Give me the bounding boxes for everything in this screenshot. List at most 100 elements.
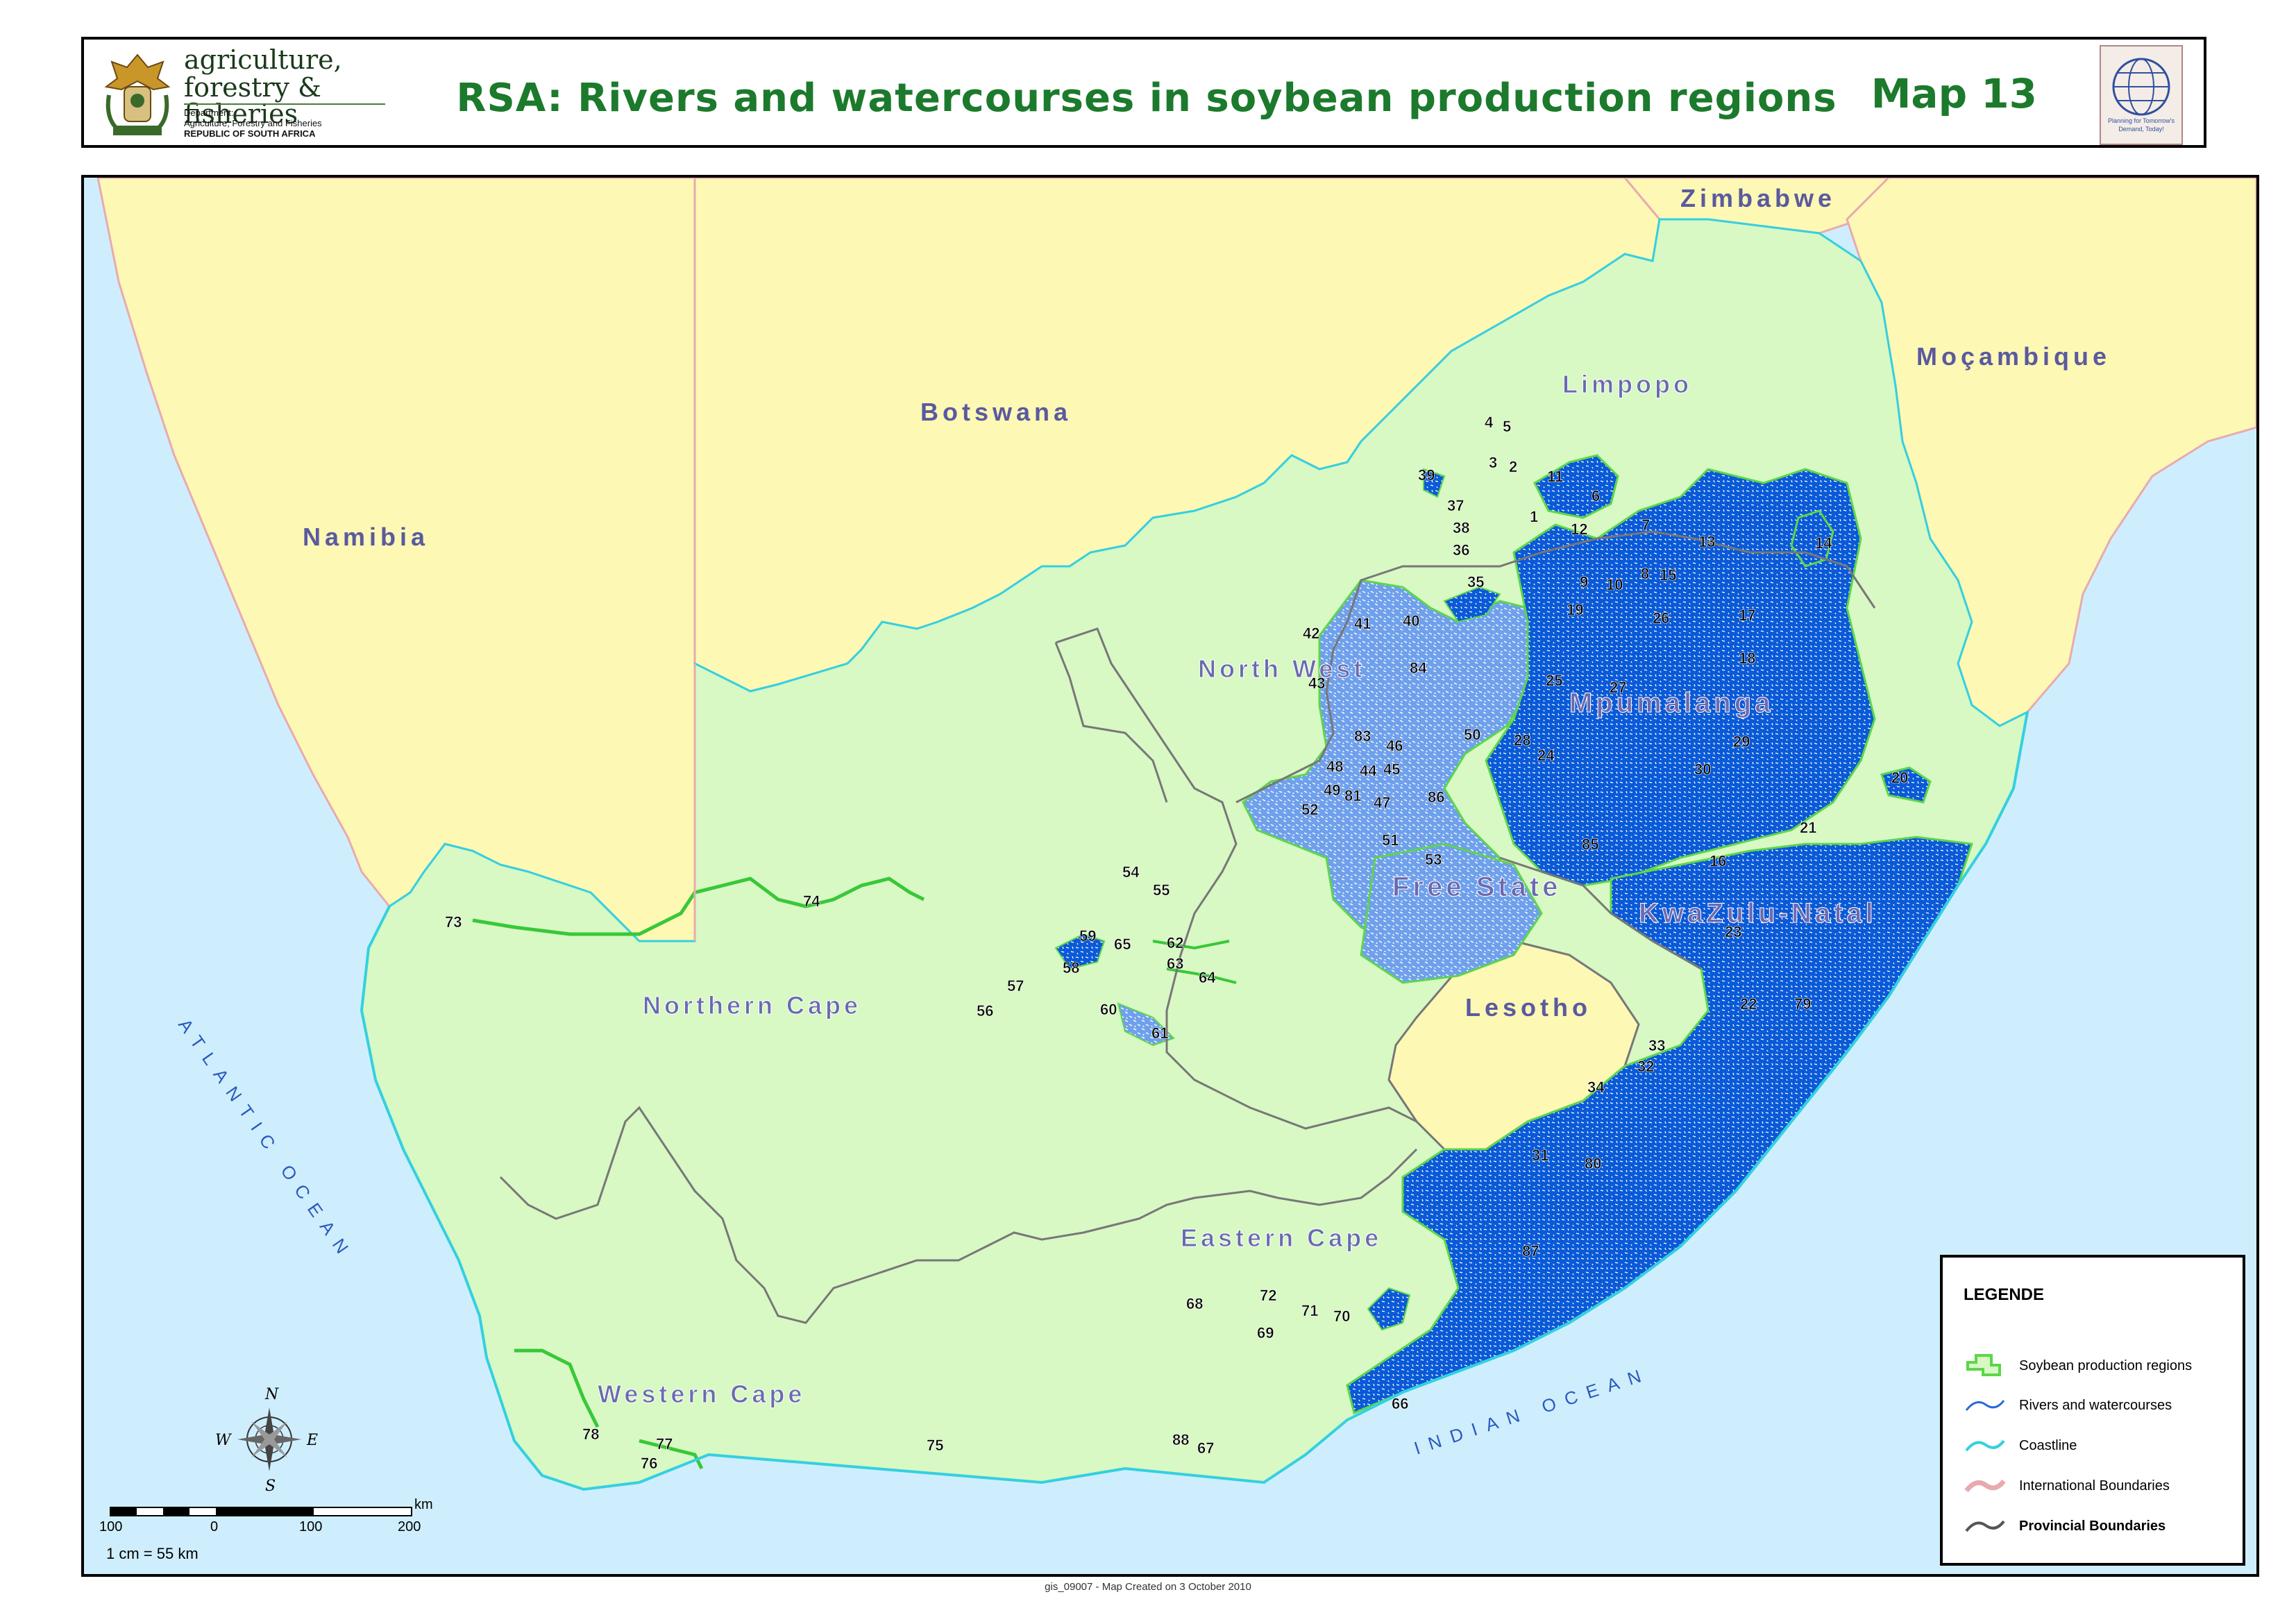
region-number-label: 60 — [1100, 1001, 1117, 1018]
dept-small-1: Department: — [184, 108, 234, 118]
region-number-label: 70 — [1333, 1308, 1350, 1325]
northern-cape-patch-58 — [1054, 933, 1106, 970]
rivers-region-35 — [1443, 586, 1501, 623]
region-number-label: 43 — [1308, 675, 1325, 692]
river-line-symbol-icon — [1965, 1400, 2005, 1411]
soybean-region-symbol-icon — [1966, 1354, 2001, 1376]
rivers-region-kzn — [1346, 836, 1974, 1415]
region-number-label: 36 — [1453, 541, 1469, 559]
region-number-label: 11 — [1547, 468, 1563, 485]
region-number-label: 76 — [641, 1455, 657, 1472]
region-number-label: 44 — [1360, 762, 1377, 779]
region-number-label: 47 — [1374, 794, 1390, 811]
map-canvas: Namibia Botswana Zimbabwe Moçambique Les… — [81, 175, 2259, 1577]
region-number-label: 66 — [1392, 1395, 1408, 1412]
compass-s: S — [265, 1478, 276, 1495]
region-number-label: 61 — [1151, 1024, 1168, 1042]
legend-item-soybean-regions: Soybean production regions — [1964, 1351, 2241, 1379]
region-number-label: 46 — [1386, 737, 1403, 754]
region-number-label: 28 — [1514, 731, 1530, 749]
region-number-label: 83 — [1354, 727, 1371, 745]
coastline-symbol-icon — [1965, 1439, 2005, 1452]
western-cape-river-line — [514, 1348, 600, 1428]
legend: LEGENDE Soybean production regions River… — [1940, 1255, 2245, 1566]
region-number-label: 31 — [1532, 1147, 1548, 1164]
scale-tick-1: 0 — [210, 1519, 218, 1534]
label-north-west: North West — [1198, 654, 1365, 683]
region-number-label: 21 — [1800, 819, 1816, 836]
label-free-state: Free State — [1392, 872, 1561, 902]
region-number-label: 88 — [1172, 1431, 1189, 1448]
northern-cape-line-64 — [1166, 967, 1237, 984]
label-mocambique: Moçambique — [1916, 342, 2111, 371]
region-number-label: 41 — [1354, 615, 1371, 632]
region-number-label: 1 — [1530, 508, 1538, 525]
dept-divider — [184, 103, 385, 105]
region-number-label: 63 — [1167, 955, 1183, 972]
scale-tick-2: 100 — [299, 1519, 322, 1534]
region-number-label: 7 — [1641, 516, 1650, 534]
region-number-label: 59 — [1079, 927, 1096, 945]
region-number-label: 34 — [1587, 1079, 1605, 1096]
region-number-label: 54 — [1122, 863, 1140, 881]
western-cape-river-line-2 — [639, 1439, 704, 1470]
region-number-label: 22 — [1740, 995, 1757, 1013]
legend-item-provincial: Provincial Boundaries — [1964, 1512, 2241, 1539]
legend-item-coastline: Coastline — [1964, 1431, 2241, 1459]
region-number-label: 25 — [1546, 672, 1562, 689]
compass-rose-icon: N S E W — [215, 1386, 318, 1495]
label-limpopo: Limpopo — [1562, 370, 1692, 398]
compass-n: N — [264, 1386, 279, 1403]
region-number-label: 35 — [1467, 573, 1484, 591]
coastline — [360, 711, 2029, 1491]
legend-label-international: International Boundaries — [2019, 1478, 2170, 1494]
dept-name-line2: forestry & fisheries — [184, 72, 321, 129]
region-number-label: 77 — [656, 1435, 673, 1453]
region-number-label: 85 — [1582, 836, 1598, 853]
coat-of-arms-icon — [104, 53, 171, 135]
label-lesotho: Lesotho — [1465, 993, 1592, 1022]
region-number-label: 49 — [1324, 781, 1340, 799]
region-number-label: 45 — [1383, 761, 1400, 778]
region-number-label: 86 — [1428, 788, 1444, 806]
badge-text-1: Planning for Tomorrow's — [2108, 117, 2175, 124]
region-number-label: 72 — [1260, 1287, 1276, 1304]
region-number-label: 5 — [1503, 418, 1511, 435]
region-number-label: 62 — [1167, 934, 1183, 951]
rivers-region-39 — [1423, 468, 1446, 498]
region-number-label: 52 — [1301, 801, 1318, 818]
scale-ratio: 1 cm = 55 km — [106, 1545, 199, 1562]
compass-e: E — [306, 1432, 318, 1449]
region-number-label: 39 — [1418, 466, 1435, 484]
label-namibia: Namibia — [303, 523, 429, 551]
region-number-label: 27 — [1610, 679, 1626, 696]
region-number-label: 4 — [1485, 414, 1494, 431]
region-number-label: 42 — [1303, 625, 1319, 642]
map-title: RSA: Rivers and watercourses in soybean … — [456, 76, 1837, 121]
region-number-label: 68 — [1186, 1295, 1203, 1312]
legend-label-provincial: Provincial Boundaries — [2019, 1519, 2166, 1534]
northern-cape-patch-61 — [1117, 1002, 1175, 1047]
rivers-region-eastern-cape-70 — [1367, 1287, 1411, 1331]
region-number-label: 2 — [1509, 458, 1517, 475]
scale-tick-3: 200 — [398, 1519, 421, 1534]
region-number-label: 50 — [1464, 726, 1480, 743]
rivers-region-limpopo — [1533, 454, 1619, 519]
rivers-region-free-state — [1360, 843, 1543, 984]
scale-unit: km — [414, 1497, 433, 1512]
region-number-label: 24 — [1537, 747, 1555, 764]
region-number-label: 67 — [1197, 1439, 1214, 1457]
region-number-label: 73 — [445, 913, 462, 931]
label-northern-cape: Northern Cape — [643, 991, 861, 1020]
provincial-boundary-symbol-icon — [1965, 1520, 2005, 1532]
region-number-label: 13 — [1698, 533, 1715, 550]
region-number-label: 71 — [1301, 1302, 1318, 1319]
region-number-label: 78 — [582, 1426, 599, 1443]
northern-cape-line-62 — [1152, 940, 1230, 950]
region-number-label: 14 — [1815, 534, 1832, 552]
region-number-label: 17 — [1739, 607, 1755, 624]
rivers-region-mpumalanga — [1485, 468, 1876, 887]
label-kwazulu-natal: KwaZulu-Natal — [1639, 898, 1877, 929]
region-number-label: 79 — [1794, 995, 1811, 1013]
region-number-label: 55 — [1153, 881, 1170, 899]
